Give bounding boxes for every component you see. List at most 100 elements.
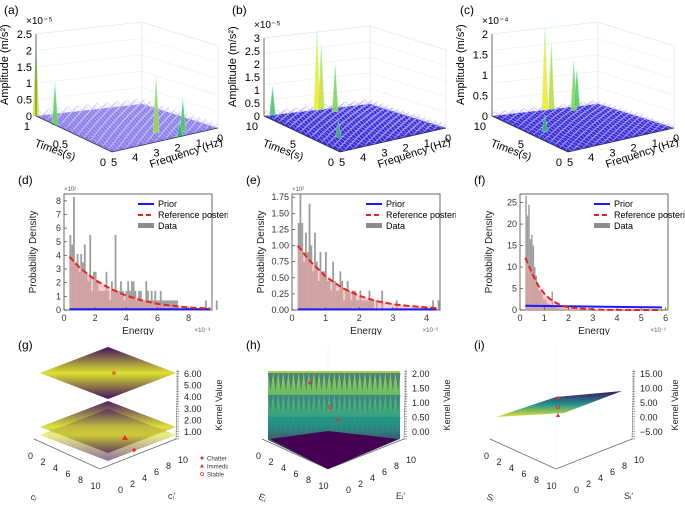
- y-tick-label: 0.50: [271, 273, 289, 283]
- surface-spike: [288, 395, 294, 413]
- surface-spike: [344, 395, 350, 413]
- spectrum-peak: [152, 76, 160, 133]
- freq-tick-label: 3: [381, 147, 387, 159]
- y-tick-label: 10: [406, 455, 416, 465]
- y-tick-label: 6: [382, 467, 387, 477]
- spectrum-ridge: [523, 110, 630, 131]
- histogram-chart-d: (d) 0 2 4 6 8 0 1 2 3 4 5 6 7 8 Energy ×10⁻³ ×10² Probabil…: [18, 173, 237, 337]
- spectrum-ridge: [90, 116, 197, 142]
- surface-spike: [375, 373, 381, 391]
- surface-spike: [349, 395, 355, 413]
- surface-spike: [268, 395, 274, 413]
- legend: Chatter Immediate Stable: [200, 456, 236, 479]
- legend-data-swatch: [138, 223, 154, 228]
- surface-spike: [313, 417, 319, 435]
- x-tick-label: 0: [256, 451, 261, 461]
- freq-tick-label: 1: [424, 138, 430, 150]
- z-tick-label: 0.00: [640, 413, 658, 423]
- surface-spike: [273, 395, 279, 413]
- y-tick-label: 25: [507, 198, 517, 208]
- surface-spike: [278, 395, 284, 413]
- surface-spike: [273, 417, 279, 435]
- z-tick-label: 1.5: [17, 62, 32, 74]
- surface-spike: [370, 373, 376, 391]
- spectrum-ridge: [271, 101, 379, 120]
- y-tick-label: 8: [166, 461, 171, 471]
- chatter-point: [556, 396, 560, 400]
- surface-spike: [375, 395, 381, 413]
- kernel-surface-bottom: [40, 409, 176, 461]
- panel-i: (i) 15.00 10.00 5.00 0.00 −5.00 Kernel Value 0 2…: [456, 335, 685, 504]
- spectrum-peak: [541, 27, 549, 111]
- y-tick-label: 4: [142, 473, 147, 483]
- x-tick-label: 0: [484, 451, 489, 461]
- spectrum-ridge: [515, 107, 622, 128]
- spectrum-ridge: [87, 114, 194, 140]
- x-tick-label: 6: [663, 313, 668, 323]
- gridline: [263, 41, 447, 66]
- axes-box: [263, 25, 447, 152]
- legend-data-swatch: [366, 223, 382, 228]
- spectrum-3d-chart-a: (a) 0 0.5 1 1.5 2 2.5 ×10⁻⁵ Amplitude (m/s²) 1 0.5…: [0, 3, 224, 180]
- x-tick-label: 0: [61, 313, 66, 323]
- z-tick-label: 4.00: [184, 392, 202, 402]
- y-tick-label: 6: [56, 223, 61, 233]
- stable-point: [328, 405, 333, 410]
- freq-tick-label: 2: [403, 143, 409, 155]
- surface-spike: [385, 373, 391, 391]
- histogram-bar: [150, 290, 153, 310]
- y-tick-label: 1.00: [271, 241, 289, 251]
- x-exponent-label: ×10⁻¹: [651, 328, 666, 334]
- x-tick-label: 4: [424, 313, 429, 323]
- surface-spike: [293, 395, 299, 413]
- surface-spike: [344, 373, 350, 391]
- chatter-point: [308, 381, 312, 385]
- histogram-bar: [114, 234, 117, 310]
- surface-spike: [298, 395, 304, 413]
- spectrum-peak: [318, 44, 325, 110]
- x-exponent-label: ×10⁻³: [195, 328, 210, 334]
- panel-label: (h): [246, 338, 261, 352]
- y-axis-label: Probability Density: [256, 211, 267, 294]
- freq-tick-label: 0: [445, 133, 451, 145]
- kernel-surface-chart-g: (g) 6.00 5.004.00 3.002.00 1.00 Kernel Value 0…: [18, 338, 236, 503]
- z-axis-label: Kernel Value: [670, 380, 680, 431]
- x-tick-label: 10: [91, 481, 101, 491]
- z-axis-label: Amplitude (m/s²): [0, 24, 11, 105]
- histogram-bar: [308, 203, 311, 310]
- back-wall-right: [369, 25, 447, 129]
- panel-label: (e): [246, 173, 261, 187]
- histogram-bar: [531, 234, 533, 310]
- surface-spike: [334, 373, 340, 391]
- spectrum-ridge: [84, 114, 191, 139]
- y-tick-label: 0.00: [271, 305, 289, 315]
- time-tick-label: 0: [556, 157, 562, 169]
- z-tick-label: 2: [482, 29, 488, 41]
- surface-spike: [313, 395, 319, 413]
- freq-tick-label: 3: [609, 147, 615, 159]
- spectrum-peak: [313, 31, 321, 111]
- reference-posterior-line: [296, 244, 437, 310]
- panel-e: (e) 0 1 2 3 4 0.00 0.25 0.50 0.75 1.00 1.25 1.50 1.75…: [228, 170, 465, 337]
- y-tick-label: 0: [118, 485, 123, 495]
- histogram-bar: [89, 234, 92, 310]
- freq-axis-line: [339, 127, 447, 153]
- z-axis-label: Kernel Value: [214, 380, 224, 431]
- x-axis-label: Eᵢ: [257, 491, 267, 503]
- freq-tick-label: 4: [360, 152, 366, 164]
- surface-spike: [390, 395, 396, 413]
- immediate-point: [122, 435, 128, 440]
- x-tick-label: 2: [497, 457, 502, 467]
- legend-label: Immediate: [207, 465, 228, 471]
- kernel-surface: [496, 391, 622, 417]
- x-tick-label: 0: [28, 451, 33, 461]
- reference-posterior-line: [524, 257, 662, 311]
- x-tick-label: 1: [323, 313, 328, 323]
- histogram-bar: [168, 300, 171, 310]
- surface-spike: [288, 373, 294, 391]
- x-tick-label: 5: [639, 313, 644, 323]
- surface-spikes: [268, 373, 401, 435]
